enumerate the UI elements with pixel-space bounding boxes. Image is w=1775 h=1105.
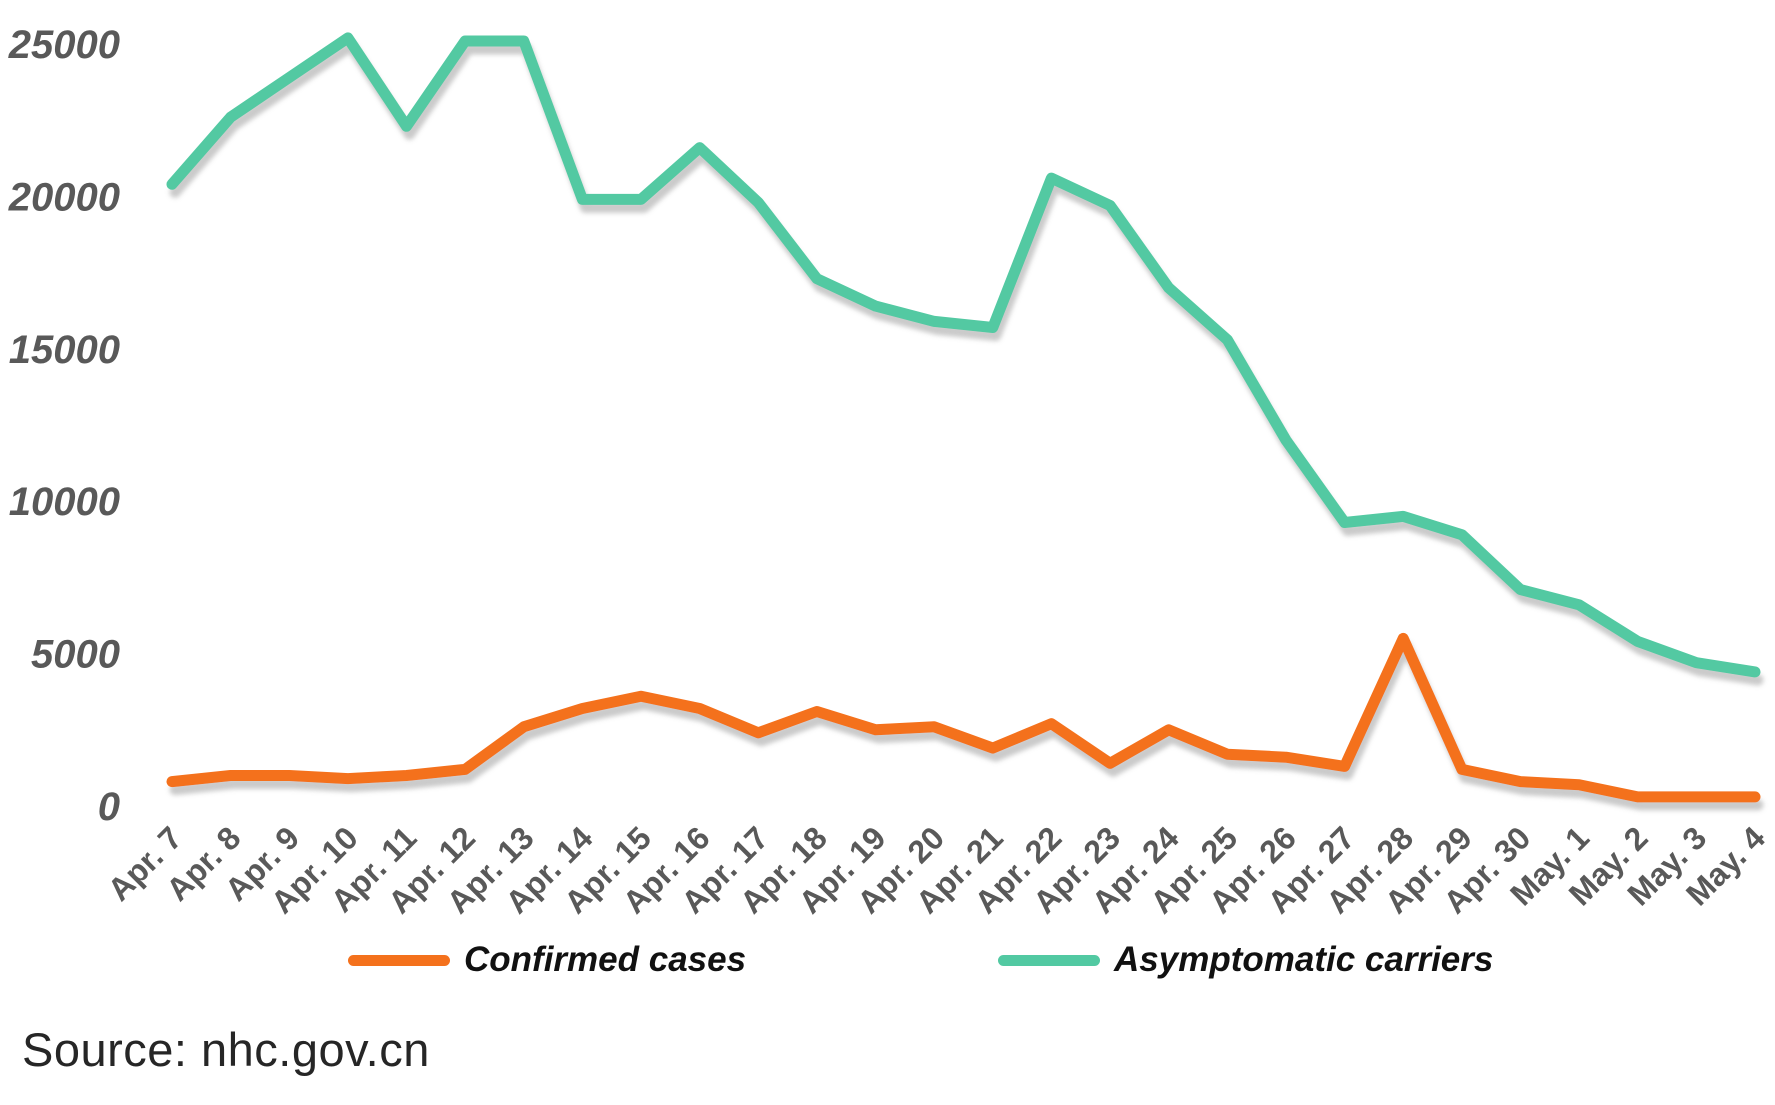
y-axis-tick-label: 0 xyxy=(98,785,120,829)
y-axis-tick-label: 15000 xyxy=(9,328,120,372)
series-line-confirmed-cases xyxy=(166,632,1761,803)
asymptomatic-carriers-line-swatch xyxy=(998,954,1100,966)
legend-item-confirmed-cases: Confirmed cases xyxy=(348,936,746,984)
y-axis-tick-label: 25000 xyxy=(8,23,120,67)
source-attribution: Source: nhc.gov.cn xyxy=(22,1023,430,1076)
y-axis-tick-label: 20000 xyxy=(8,175,120,219)
series-line-asymptomatic-carriers xyxy=(166,32,1761,678)
series-lines-group xyxy=(166,32,1761,803)
legend-label-asymptomatic-carriers: Asymptomatic carriers xyxy=(1114,940,1494,979)
legend-item-asymptomatic-carriers: Asymptomatic carriers xyxy=(998,936,1493,984)
gridlines-group xyxy=(138,42,1770,808)
y-axis-labels-group: 0 5000 10000 15000 20000 25000 xyxy=(8,23,120,829)
confirmed-cases-line-swatch xyxy=(348,954,450,966)
y-axis-tick-label: 5000 xyxy=(31,633,120,677)
y-axis-tick-label: 10000 xyxy=(9,480,120,524)
legend-label-confirmed-cases: Confirmed cases xyxy=(464,940,747,979)
